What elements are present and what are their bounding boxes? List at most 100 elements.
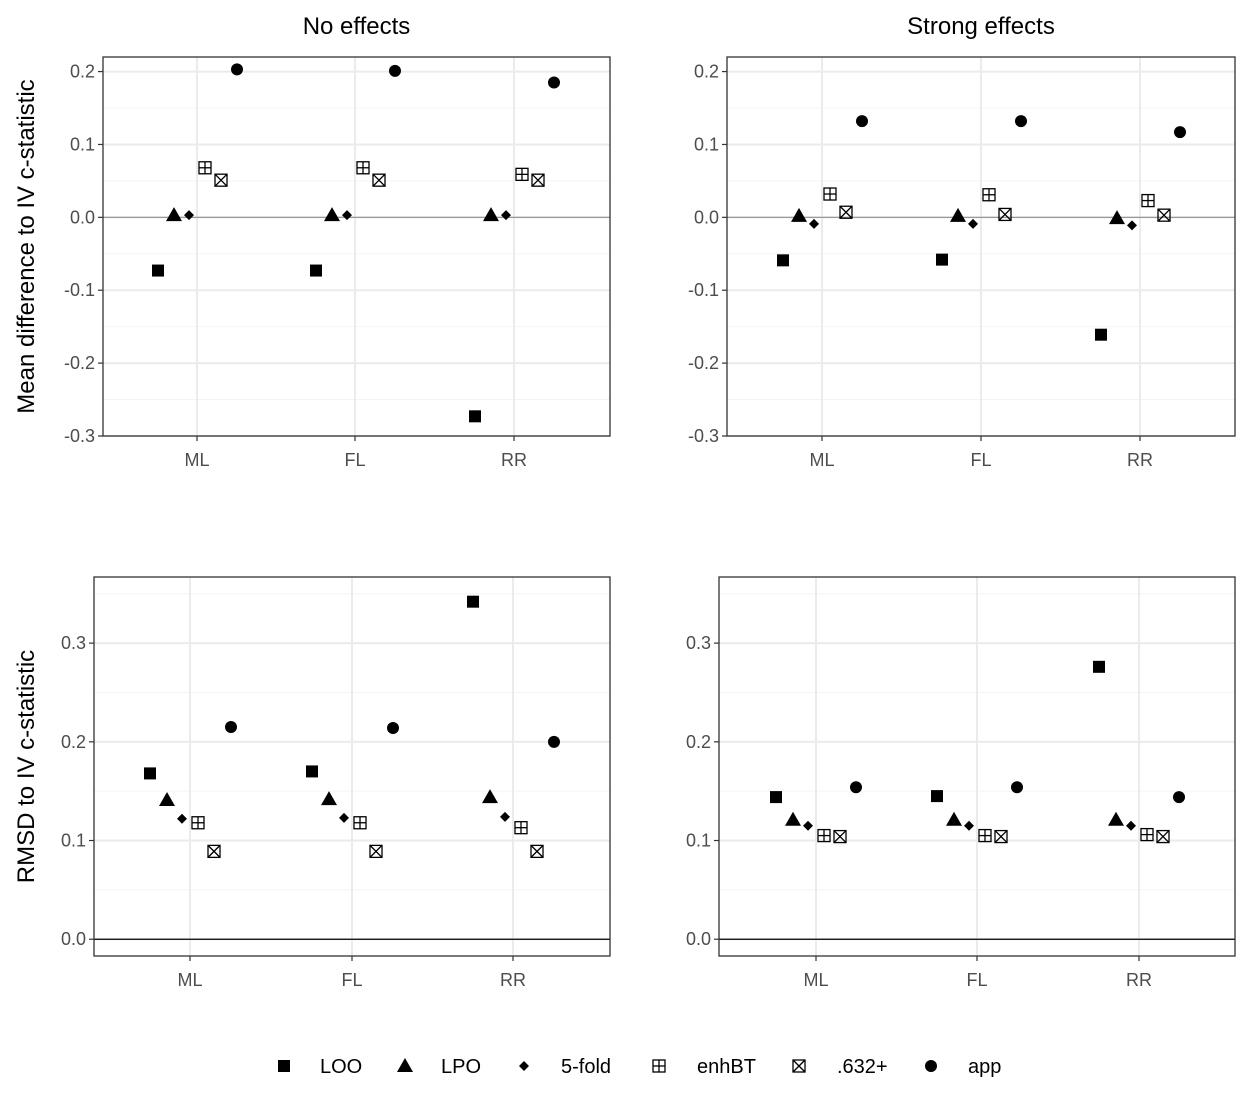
legend-item-LPO: LPO [397, 1056, 481, 1078]
point-app-ML [856, 115, 868, 128]
legend-key [792, 1059, 806, 1073]
point-632-RR [530, 844, 544, 859]
point-LOO-ML [144, 767, 156, 780]
point-5fold-RR [1127, 220, 1137, 231]
point-enhBT-FL [356, 161, 370, 175]
panel-top-left: 0.2 0.1 0.0 -0.1 -0.2 -0.3 ML FL RR No effects Mea… [13, 13, 611, 470]
legend-label: app [968, 1056, 1001, 1078]
legend: LOO LPO 5-fold enhBT .632+ app [278, 1056, 1001, 1078]
point-5fold-FL [968, 218, 978, 229]
point-enhBT-FL [982, 188, 996, 202]
y-tick-label: 0.1 [61, 831, 86, 851]
y-tick-label: -0.1 [64, 280, 95, 300]
point-LOO-FL [931, 790, 943, 803]
x-tick-label: FL [966, 970, 987, 990]
legend-label: 5-fold [561, 1056, 611, 1078]
x-tick-label: RR [501, 450, 527, 470]
point-5fold-RR [500, 811, 510, 822]
y-tick-label: 0.0 [70, 207, 95, 227]
x-tick-label: FL [970, 450, 991, 470]
point-5fold-FL [342, 210, 352, 221]
y-tick-label: 0.3 [686, 633, 711, 653]
y-tick-label: 0.1 [70, 134, 95, 154]
y-tick-label: -0.2 [64, 353, 95, 373]
legend-key [397, 1058, 413, 1072]
panel-background [103, 57, 610, 436]
panel-bottom-right: 0.3 0.2 0.1 0.0 ML FL RR [686, 576, 1236, 990]
point-app-FL [1015, 115, 1027, 128]
legend-key [278, 1060, 290, 1072]
point-5fold-RR [501, 210, 511, 221]
y-tick-label: 0.1 [694, 134, 719, 154]
point-LOO-FL [936, 253, 948, 266]
point-enhBT-ML [817, 828, 831, 843]
point-LOO-RR [1095, 328, 1107, 341]
point-LOO-ML [152, 264, 164, 277]
point-5fold-ML [809, 218, 819, 229]
point-app-ML [225, 721, 237, 734]
y-tick-label: -0.3 [64, 426, 95, 446]
y-tick-label: 0.1 [686, 831, 711, 851]
x-tick-label: ML [809, 450, 834, 470]
point-5fold-ML [177, 813, 187, 824]
point-LPO-ML [785, 811, 801, 826]
panel-title: No effects [303, 13, 411, 40]
point-632-RR [1156, 829, 1170, 844]
legend-item-enhBT: enhBT [652, 1056, 756, 1078]
point-app-RR [548, 76, 560, 89]
point-enhBT-ML [198, 161, 212, 175]
point-LPO-ML [159, 792, 175, 807]
point-LPO-ML [791, 207, 807, 222]
point-5fold-RR [1126, 820, 1136, 831]
legend-item-632: .632+ [792, 1056, 888, 1078]
x-tick-label: RR [1127, 450, 1153, 470]
point-app-FL [389, 64, 401, 77]
point-5fold-ML [803, 820, 813, 831]
point-632-FL [998, 207, 1012, 222]
point-632-FL [372, 173, 386, 187]
legend-key [925, 1060, 937, 1072]
point-LPO-FL [946, 811, 962, 826]
legend-item-LOO: LOO [278, 1056, 362, 1078]
point-632-ML [839, 205, 853, 219]
point-app-RR [1174, 126, 1186, 139]
x-tick-label: ML [803, 970, 828, 990]
y-tick-label: -0.3 [688, 426, 719, 446]
point-enhBT-ML [191, 816, 205, 830]
panel-border [102, 56, 611, 437]
point-632-RR [1157, 208, 1171, 222]
point-LOO-RR [469, 410, 481, 423]
y-tick-label: 0.3 [61, 633, 86, 653]
y-tick-label: -0.2 [688, 353, 719, 373]
y-tick-label: -0.1 [688, 280, 719, 300]
point-LOO-RR [1093, 660, 1105, 673]
point-632-FL [994, 829, 1008, 844]
point-enhBT-RR [1140, 827, 1154, 842]
panel-title: Strong effects [907, 13, 1055, 40]
point-enhBT-FL [353, 816, 367, 830]
y-tick-label: 0.2 [694, 62, 719, 82]
point-632-ML [207, 844, 221, 859]
point-app-RR [1173, 791, 1185, 804]
point-LOO-ML [777, 254, 789, 267]
point-632-RR [531, 173, 545, 187]
point-LPO-RR [483, 207, 499, 222]
point-LOO-ML [770, 791, 782, 804]
panel-top-right: 0.2 0.1 0.0 -0.1 -0.2 -0.3 ML FL RR Strong effect… [688, 13, 1236, 470]
x-tick-label: FL [341, 970, 362, 990]
y-axis-title: RMSD to IV c-statistic [13, 650, 40, 883]
y-tick-label: 0.0 [686, 929, 711, 949]
point-LPO-FL [950, 207, 966, 222]
point-632-ML [214, 173, 228, 187]
point-app-ML [231, 63, 243, 76]
point-LPO-RR [1108, 811, 1124, 826]
legend-item-app: app [925, 1056, 1001, 1078]
panel-bottom-left: 0.3 0.2 0.1 0.0 ML FL RR RMSD to IV c-statistic [13, 576, 611, 990]
x-tick-label: RR [500, 970, 526, 990]
legend-key [519, 1061, 529, 1071]
point-LOO-FL [310, 264, 322, 277]
x-tick-label: ML [177, 970, 202, 990]
point-app-FL [387, 722, 399, 735]
